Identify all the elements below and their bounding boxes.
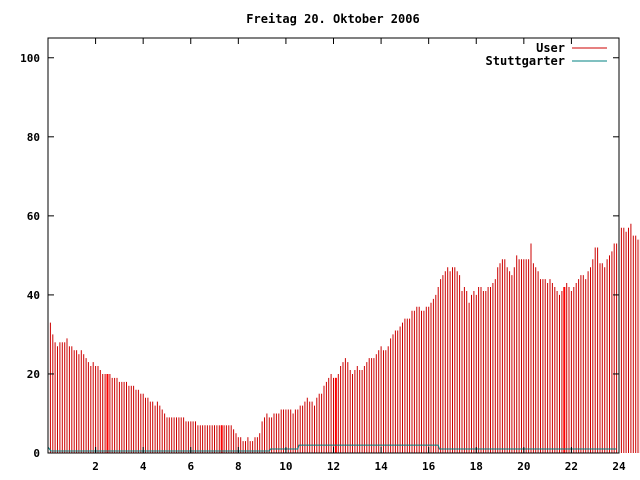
x-tick-label: 8 — [235, 460, 242, 473]
x-tick-label: 18 — [470, 460, 483, 473]
y-tick-label: 100 — [20, 52, 40, 65]
user-series-bars — [47, 223, 640, 453]
y-tick-label: 40 — [27, 289, 40, 302]
x-tick-label: 16 — [422, 460, 436, 473]
chart-title: Freitag 20. Oktober 2006 — [246, 12, 419, 26]
x-tick-label: 4 — [140, 460, 147, 473]
series-line-stuttgarter — [47, 444, 617, 452]
y-tick-label: 20 — [27, 368, 40, 381]
y-tick-label: 60 — [27, 210, 40, 223]
x-tick-label: 20 — [517, 460, 530, 473]
y-tick-label: 80 — [27, 131, 40, 144]
legend-label-user: User — [536, 41, 565, 55]
legend: User Stuttgarter — [486, 41, 607, 68]
x-tick-label: 6 — [187, 460, 194, 473]
x-tick-label: 22 — [565, 460, 578, 473]
x-tick-label: 24 — [612, 460, 626, 473]
x-tick-label: 10 — [279, 460, 292, 473]
x-tick-label: 12 — [327, 460, 340, 473]
legend-label-stuttgarter: Stuttgarter — [486, 54, 565, 68]
x-tick-label: 14 — [374, 460, 388, 473]
stuttgarter-series — [47, 444, 617, 452]
y-tick-label: 0 — [33, 447, 40, 460]
x-tick-label: 2 — [92, 460, 99, 473]
